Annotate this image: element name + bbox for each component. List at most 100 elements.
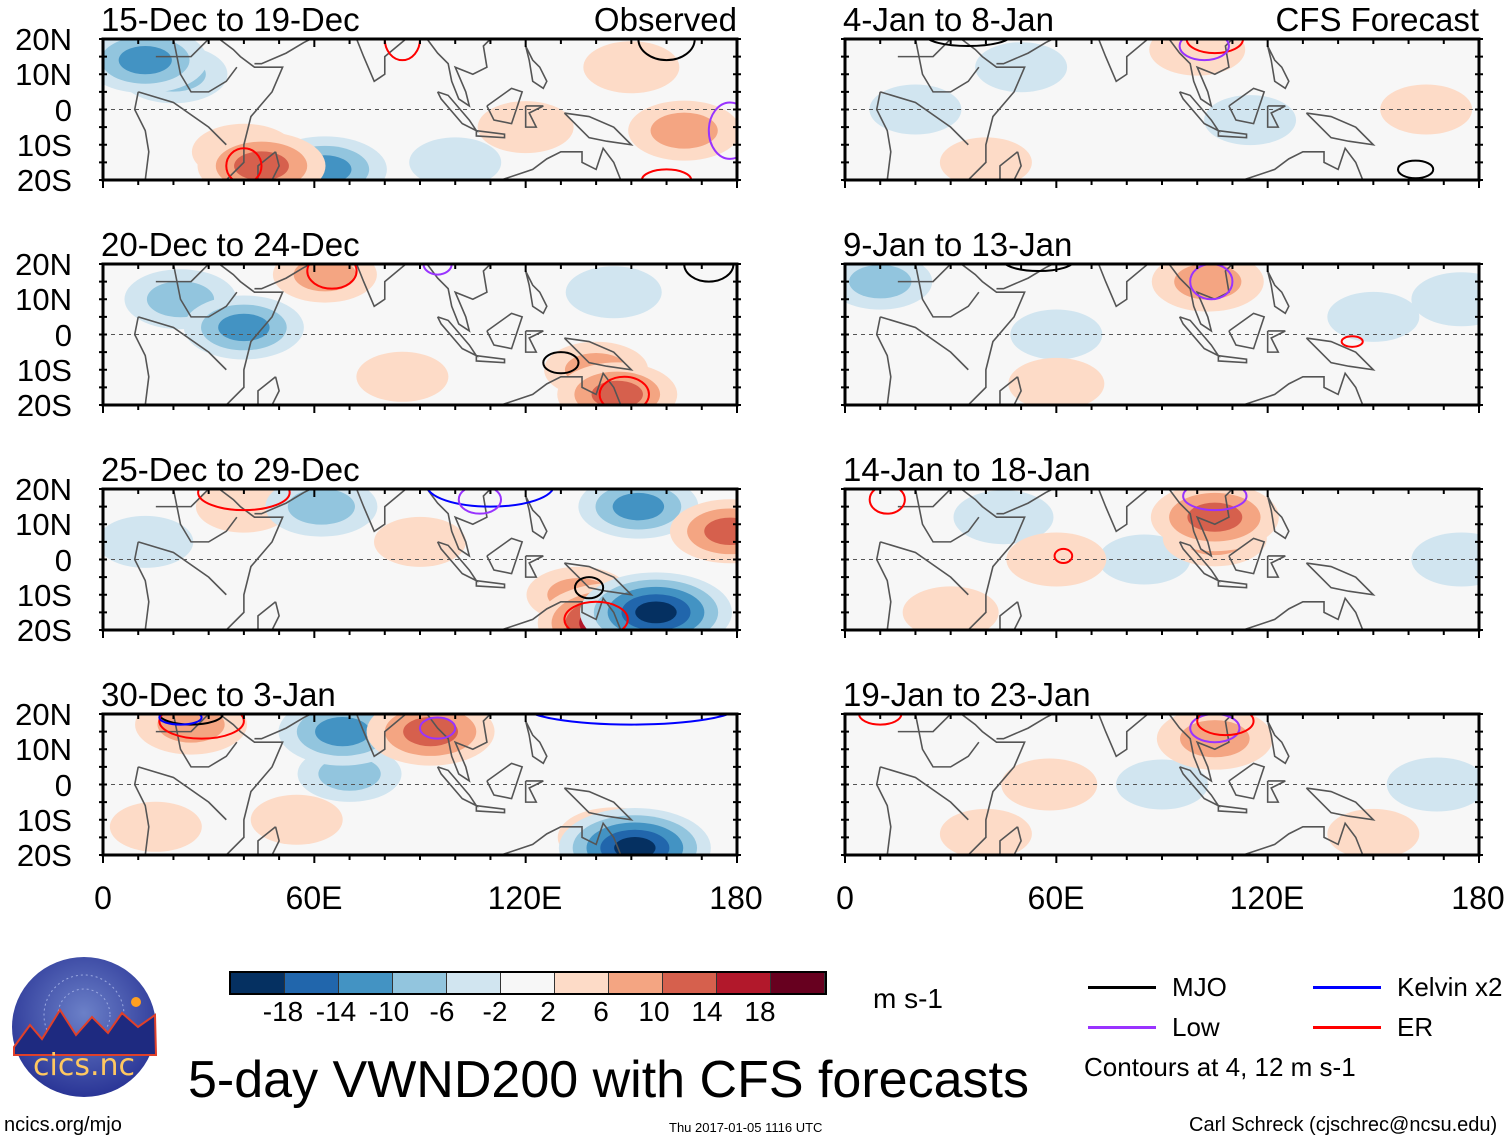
anomaly-fill xyxy=(293,264,357,292)
panel-title: 19-Jan to 23-Jan xyxy=(843,676,1091,713)
lat-tick: 0 xyxy=(54,767,72,803)
coastline xyxy=(524,495,548,540)
coastline xyxy=(1305,337,1376,371)
coastline xyxy=(1266,330,1286,353)
colorbar-swatch xyxy=(339,973,393,993)
anomaly-fill xyxy=(250,794,343,845)
colorbar-label: 10 xyxy=(638,996,670,1027)
coastline xyxy=(960,264,1026,405)
coastline xyxy=(1168,39,1234,108)
contour-low xyxy=(419,716,457,740)
coastline xyxy=(897,264,952,283)
lat-tick: 0 xyxy=(54,92,72,128)
coastline xyxy=(879,766,969,821)
lat-tick: 20N xyxy=(15,247,72,282)
coastline xyxy=(996,264,1054,290)
contour-er xyxy=(1196,714,1255,737)
coastline xyxy=(524,780,544,803)
anomaly-fill xyxy=(109,801,202,852)
contour-er xyxy=(1340,335,1364,348)
coastline xyxy=(355,39,407,83)
coastline xyxy=(1242,596,1364,630)
map-panel xyxy=(841,487,1483,638)
coastline xyxy=(996,714,1054,740)
coastline xyxy=(999,601,1022,630)
anomaly-fill xyxy=(1380,84,1473,135)
figure-title: 5-day VWND200 with CFS forecasts xyxy=(188,1051,1029,1109)
coastline xyxy=(486,312,524,350)
coastline xyxy=(1228,87,1266,125)
contour-low xyxy=(422,264,453,276)
colorbar-label: -10 xyxy=(368,996,410,1027)
anomaly-fill xyxy=(612,492,665,521)
coastline xyxy=(475,129,506,139)
coastline xyxy=(879,541,969,596)
coastline xyxy=(1217,804,1248,814)
coastline xyxy=(486,762,524,800)
lat-tick: 0 xyxy=(54,317,72,353)
coastline xyxy=(996,489,1054,515)
contour-er xyxy=(868,489,906,515)
lon-tick: 180 xyxy=(1451,880,1505,916)
coastline xyxy=(524,105,544,128)
colorbar-swatch xyxy=(663,973,717,993)
coastline xyxy=(1266,555,1286,578)
lon-tick: 0 xyxy=(94,880,112,916)
coastline xyxy=(524,330,544,353)
panel-title: 14-Jan to 18-Jan xyxy=(843,451,1091,488)
panel-title: 4-Jan to 8-Jan xyxy=(843,1,1054,38)
coastline xyxy=(563,337,634,371)
colorbar-unit: m s-1 xyxy=(873,983,943,1014)
map-panel xyxy=(841,262,1483,413)
map-panel xyxy=(841,37,1483,188)
coastline xyxy=(257,601,280,630)
contour-er xyxy=(858,714,903,726)
contour-kelvin xyxy=(158,714,203,726)
coastline xyxy=(960,489,1026,630)
contour-er xyxy=(598,375,650,405)
lat-tick: 0 xyxy=(54,542,72,578)
lat-tick: 20N xyxy=(15,472,72,507)
anomaly-fill xyxy=(103,515,194,568)
coastline xyxy=(155,39,210,58)
colorbar-label: -18 xyxy=(262,996,304,1027)
colorbar-label: 2 xyxy=(540,996,556,1027)
anomaly-fill xyxy=(1327,291,1420,342)
contour-low xyxy=(1178,39,1230,62)
coastline xyxy=(1242,371,1364,405)
coastline xyxy=(1217,129,1248,139)
lat-tick: 10N xyxy=(15,507,72,543)
panel-title: 15-Dec to 19-Dec xyxy=(101,1,360,38)
coastline xyxy=(524,720,548,765)
colorbar-swatch xyxy=(501,973,555,993)
coastline xyxy=(257,376,280,405)
coastline xyxy=(1097,714,1149,758)
lon-tick: 60E xyxy=(1027,880,1085,916)
contour-mjo xyxy=(1396,159,1435,180)
panel-title: 30-Dec to 3-Jan xyxy=(101,676,336,713)
coastline xyxy=(1217,579,1248,589)
coastline xyxy=(137,91,227,146)
lon-tick: 120E xyxy=(1229,880,1305,916)
colorbar-label: 18 xyxy=(744,996,776,1027)
coastline xyxy=(1266,780,1286,803)
coastline xyxy=(1266,45,1290,90)
coastline xyxy=(996,39,1054,65)
legend-line xyxy=(1088,1026,1156,1029)
coastline xyxy=(524,270,548,315)
panel-title: 9-Jan to 13-Jan xyxy=(843,226,1073,263)
contour-er xyxy=(640,168,693,180)
anomaly-fill xyxy=(374,516,466,567)
lon-tick: 120E xyxy=(487,880,563,916)
coastline xyxy=(879,91,969,146)
coastline xyxy=(897,714,952,733)
anomaly-fill xyxy=(1411,532,1479,587)
anomaly-fill xyxy=(650,112,718,149)
anomaly-fill xyxy=(583,41,680,94)
coastline xyxy=(133,766,150,855)
colorbar-label: 14 xyxy=(691,996,723,1027)
coastline xyxy=(897,489,952,508)
lat-tick: 20S xyxy=(16,838,72,873)
coastline xyxy=(218,489,284,630)
coastline xyxy=(1266,105,1286,128)
